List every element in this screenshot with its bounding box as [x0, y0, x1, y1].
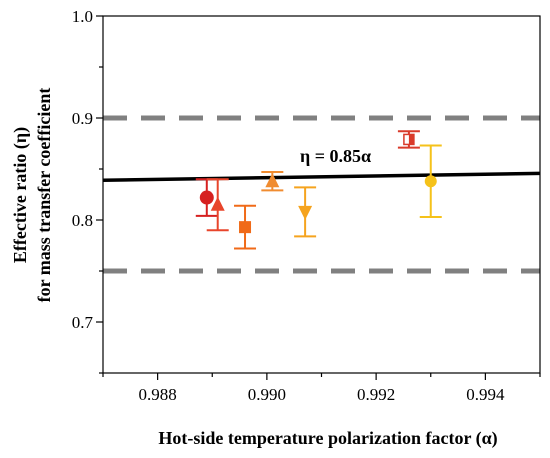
y-axis-title-line1: Effective ratio (η): [10, 127, 31, 263]
data-point-6: [419, 144, 442, 218]
x-tick-label-0: 0.988: [139, 385, 177, 404]
y-tick-label-2: 0.9: [72, 109, 93, 128]
x-tick-label-3: 0.994: [466, 385, 505, 404]
fit-line: [102, 171, 541, 183]
marker-4: [298, 205, 313, 220]
marker-3: [265, 173, 280, 188]
data-point-4: [294, 186, 317, 238]
y-axis-title-line2: for mass transfer coefficient: [34, 88, 54, 303]
y-tick-label-0: 0.7: [72, 313, 94, 332]
data-point-3: [261, 171, 284, 192]
marker-6: [424, 175, 437, 188]
marker-0: [199, 190, 214, 205]
data-point-5: [397, 130, 420, 149]
y-tick-label-1: 0.8: [72, 211, 93, 230]
plot-frame: [102, 15, 541, 374]
fit-line-label: η = 0.85α: [300, 146, 371, 166]
x-tick-label-1: 0.990: [248, 385, 286, 404]
x-axis-title: Hot-side temperature polarization factor…: [158, 428, 497, 449]
marker-fill-5: [408, 134, 414, 145]
data-point-2: [234, 204, 257, 250]
x-tick-label-2: 0.992: [357, 385, 395, 404]
marker-2: [239, 221, 252, 234]
marker-1: [210, 196, 225, 211]
data-point-1: [206, 178, 229, 232]
y-tick-label-3: 1.0: [72, 7, 93, 26]
